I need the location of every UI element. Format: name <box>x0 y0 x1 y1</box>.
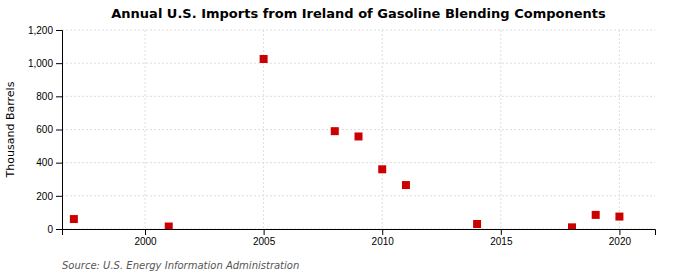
y-tick-label: 0 <box>47 224 53 235</box>
y-tick-mark <box>56 163 62 164</box>
y-tick-mark <box>56 229 62 230</box>
y-grid-line <box>62 96 655 97</box>
y-tick-mark <box>56 63 62 64</box>
points <box>70 55 624 229</box>
y-tick: 1,000 <box>28 58 62 69</box>
x-tick-mark <box>145 229 146 235</box>
x-tick-label: 2005 <box>253 236 276 247</box>
y-tick-label: 1,200 <box>28 25 53 36</box>
y-grid-line <box>62 30 655 31</box>
x-tick-label: 2020 <box>609 236 632 247</box>
y-tick: 400 <box>36 157 62 168</box>
x-tick: 2010 <box>372 229 395 247</box>
y-axis-line <box>56 31 63 230</box>
plot: 2000 2005 2010 2015 2020 0 200 400 600 800 1,000 1,… <box>28 25 656 247</box>
y-tick: 600 <box>36 124 62 135</box>
annotation: Source: U.S. Energy Information Administ… <box>62 260 299 271</box>
point <box>70 215 78 223</box>
y-tick: 0 <box>47 224 62 235</box>
y-tick-mark <box>56 30 62 31</box>
chart: 2000 2005 2010 2015 2020 0 200 400 600 800 1,000 1,… <box>0 0 675 275</box>
x-tick: 2020 <box>609 229 632 247</box>
y-tick: 200 <box>36 191 62 202</box>
x-tick: 2015 <box>490 229 513 247</box>
y-axis-label: Thousand Barrels <box>4 81 17 178</box>
point <box>592 211 600 219</box>
x-tick: 2005 <box>253 229 276 247</box>
y-tick-label: 400 <box>36 157 53 168</box>
y-grid-line <box>62 129 655 130</box>
point <box>615 213 623 221</box>
y-tick-mark <box>56 130 62 131</box>
x-tick-label: 2015 <box>490 236 513 247</box>
x-grid-line <box>619 30 620 229</box>
x-axis-line <box>63 230 656 236</box>
y-tick: 800 <box>36 91 62 102</box>
x-tick-label: 2000 <box>134 236 157 247</box>
y-grid-line <box>62 63 655 64</box>
point <box>568 223 576 229</box>
x-grid-line <box>500 30 501 229</box>
y-tick-label: 200 <box>36 191 53 202</box>
y-tick-mark <box>56 196 62 197</box>
y-tick: 1,200 <box>28 25 62 36</box>
point <box>378 165 386 173</box>
y-axis: 0 200 400 600 800 1,000 1,200 <box>28 25 63 235</box>
point <box>355 132 363 140</box>
x-tick-mark <box>382 229 383 235</box>
y-tick-label: 600 <box>36 124 53 135</box>
x-tick: 2000 <box>134 229 157 247</box>
x-grid-line <box>145 30 146 229</box>
point <box>260 55 268 63</box>
y-grid-line <box>62 162 655 163</box>
title: Annual U.S. Imports from Ireland of Gaso… <box>111 6 606 21</box>
y-tick-mark <box>56 96 62 97</box>
x-tick-label: 2010 <box>372 236 395 247</box>
y-grid-line <box>62 195 655 196</box>
x-tick-mark <box>619 229 620 235</box>
point <box>165 223 173 229</box>
x-tick-mark <box>264 229 265 235</box>
point <box>331 127 339 135</box>
grid <box>62 30 655 229</box>
x-grid-line <box>382 30 383 229</box>
point <box>402 181 410 189</box>
x-tick-mark <box>501 229 502 235</box>
y-tick-label: 800 <box>36 91 53 102</box>
x-axis: 2000 2005 2010 2015 2020 <box>63 229 656 247</box>
y-tick-label: 1,000 <box>28 58 53 69</box>
point <box>473 220 481 228</box>
